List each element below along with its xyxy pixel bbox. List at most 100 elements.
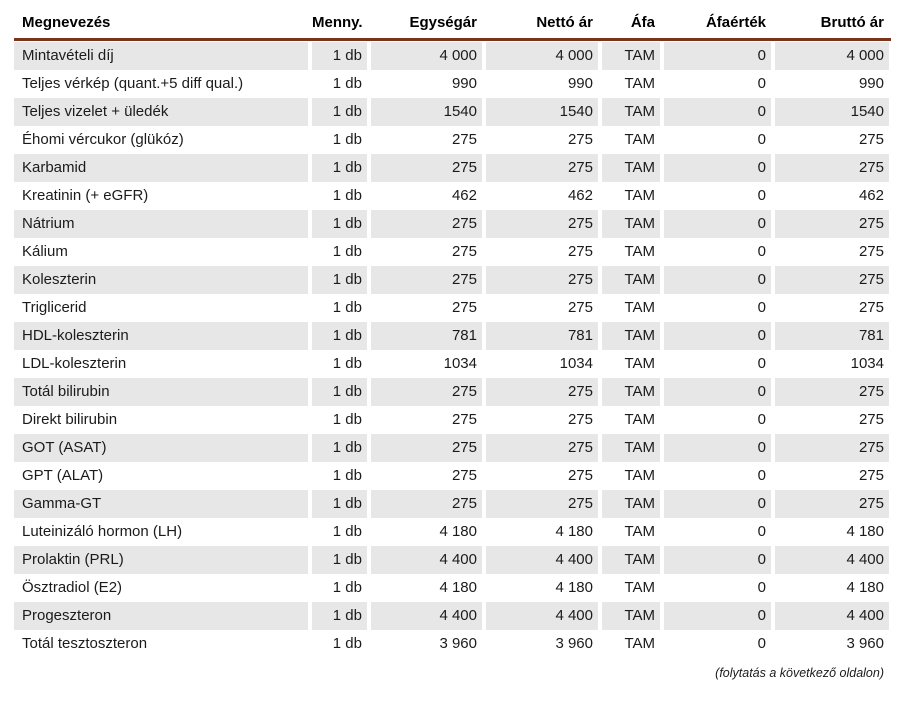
- cell-net-price: 275: [567, 467, 593, 484]
- cell-vat: TAM: [624, 411, 655, 428]
- cell-unit-price: 275: [371, 210, 482, 238]
- table-row: HDL-koleszterin 1 db 781 781 TAM 0 781: [14, 322, 889, 350]
- cell-name: Prolaktin (PRL): [14, 546, 308, 574]
- cell-qty: 1 db: [332, 579, 362, 596]
- cell-net-price: 275: [567, 411, 593, 428]
- table-row: Ösztradiol (E2) 1 db 4 180 4 180 TAM 0 4…: [14, 574, 889, 602]
- cell-vat-value: 0: [757, 467, 766, 484]
- row-name-text: Koleszterin: [22, 271, 97, 288]
- column-header-vat-value: Áfaérték: [705, 14, 766, 31]
- row-name-text: Teljes vizelet + üledék: [22, 103, 169, 120]
- cell-unit-price: 275: [451, 299, 477, 316]
- cell-unit-price: 1540: [371, 98, 482, 126]
- cell-gross-price: 275: [858, 467, 884, 484]
- row-name-text: HDL-koleszterin: [22, 327, 129, 344]
- row-name-text: Karbamid: [22, 159, 87, 176]
- table-row: GOT (ASAT) 1 db 275 275 TAM 0 275: [14, 434, 889, 462]
- cell-vat: TAM: [624, 467, 655, 484]
- cell-qty: 1 db: [332, 411, 362, 428]
- cell-name: Teljes vérkép (quant.+5 diff qual.): [14, 70, 308, 98]
- cell-unit-price: 4 000: [371, 42, 482, 70]
- cell-gross-price: 275: [858, 243, 884, 260]
- cell-gross-price: 275: [775, 378, 889, 406]
- cell-net-price: 781: [486, 322, 598, 350]
- cell-gross-price: 275: [858, 131, 884, 148]
- cell-qty: 1 db: [332, 131, 362, 148]
- cell-net-price: 275: [567, 131, 593, 148]
- cell-qty: 1 db: [312, 98, 367, 126]
- row-name-text: Totál bilirubin: [22, 383, 110, 400]
- cell-qty: 1 db: [312, 154, 367, 182]
- cell-vat-value: 0: [664, 490, 771, 518]
- cell-vat-value: 0: [664, 378, 771, 406]
- cell-qty: 1 db: [312, 602, 367, 630]
- row-name-text: Prolaktin (PRL): [22, 551, 124, 568]
- cell-name: LDL-koleszterin: [14, 350, 308, 378]
- row-name-text: Éhomi vércukor (glükóz): [22, 131, 184, 148]
- cell-gross-price: 275: [775, 490, 889, 518]
- cell-unit-price: 4 180: [439, 523, 477, 540]
- row-name-text: Mintavételi díj: [22, 47, 114, 64]
- cell-vat-value: 0: [757, 75, 766, 92]
- cell-qty: 1 db: [312, 434, 367, 462]
- cell-vat: TAM: [624, 299, 655, 316]
- price-list-page: Megnevezés Menny. Egységár Nettó ár Áfa …: [14, 8, 891, 680]
- cell-vat: TAM: [602, 434, 660, 462]
- header-rule: [14, 38, 891, 41]
- cell-gross-price: 462: [858, 187, 884, 204]
- cell-vat-value: 0: [664, 434, 771, 462]
- row-name-text: GPT (ALAT): [22, 467, 104, 484]
- cell-vat: TAM: [602, 546, 660, 574]
- cell-vat: TAM: [624, 75, 655, 92]
- cell-name: Triglicerid: [14, 294, 308, 322]
- column-header-unit-price: Egységár: [409, 14, 477, 31]
- cell-net-price: 275: [486, 266, 598, 294]
- cell-net-price: 275: [567, 299, 593, 316]
- cell-gross-price: 3 960: [846, 635, 884, 652]
- cell-vat-value: 0: [757, 635, 766, 652]
- cell-net-price: 275: [486, 490, 598, 518]
- column-header-qty: Menny.: [312, 14, 363, 31]
- cell-name: Teljes vizelet + üledék: [14, 98, 308, 126]
- cell-net-price: 275: [486, 154, 598, 182]
- cell-vat-value: 0: [757, 579, 766, 596]
- row-name-text: Progeszteron: [22, 607, 112, 624]
- table-row: Teljes vizelet + üledék 1 db 1540 1540 T…: [14, 98, 889, 126]
- cell-unit-price: 4 400: [371, 546, 482, 574]
- cell-name: Mintavételi díj: [14, 42, 308, 70]
- cell-vat: TAM: [602, 602, 660, 630]
- cell-gross-price: 275: [858, 411, 884, 428]
- table-row: Gamma-GT 1 db 275 275 TAM 0 275: [14, 490, 889, 518]
- cell-qty: 1 db: [332, 299, 362, 316]
- table-row: Koleszterin 1 db 275 275 TAM 0 275: [14, 266, 889, 294]
- cell-name: Luteinizáló hormon (LH): [14, 518, 308, 546]
- table-row: Éhomi vércukor (glükóz) 1 db 275 275 TAM…: [14, 126, 889, 154]
- cell-net-price: 4 180: [555, 523, 593, 540]
- cell-gross-price: 4 180: [846, 523, 884, 540]
- table-header-row: Megnevezés Menny. Egységár Nettó ár Áfa …: [14, 8, 889, 38]
- cell-unit-price: 275: [451, 411, 477, 428]
- cell-vat: TAM: [624, 187, 655, 204]
- cell-name: Koleszterin: [14, 266, 308, 294]
- continuation-note: (folytatás a következő oldalon): [715, 666, 884, 680]
- row-name-text: Totál tesztoszteron: [22, 635, 148, 652]
- cell-net-price: 275: [486, 378, 598, 406]
- table-row: Mintavételi díj 1 db 4 000 4 000 TAM 0 4…: [14, 42, 889, 70]
- cell-qty: 1 db: [332, 75, 362, 92]
- cell-name: Nátrium: [14, 210, 308, 238]
- cell-vat: TAM: [624, 523, 655, 540]
- cell-unit-price: 4 180: [439, 579, 477, 596]
- table-row: Triglicerid 1 db 275 275 TAM 0 275: [14, 294, 889, 322]
- cell-unit-price: 275: [371, 378, 482, 406]
- cell-vat: TAM: [602, 490, 660, 518]
- cell-gross-price: 1540: [775, 98, 889, 126]
- cell-vat-value: 0: [664, 210, 771, 238]
- cell-net-price: 275: [486, 434, 598, 462]
- cell-qty: 1 db: [332, 467, 362, 484]
- cell-name: Gamma-GT: [14, 490, 308, 518]
- row-name-text: Gamma-GT: [22, 495, 102, 512]
- cell-qty: 1 db: [312, 378, 367, 406]
- cell-vat: TAM: [602, 42, 660, 70]
- row-name-text: Luteinizáló hormon (LH): [22, 523, 183, 540]
- cell-vat: TAM: [602, 154, 660, 182]
